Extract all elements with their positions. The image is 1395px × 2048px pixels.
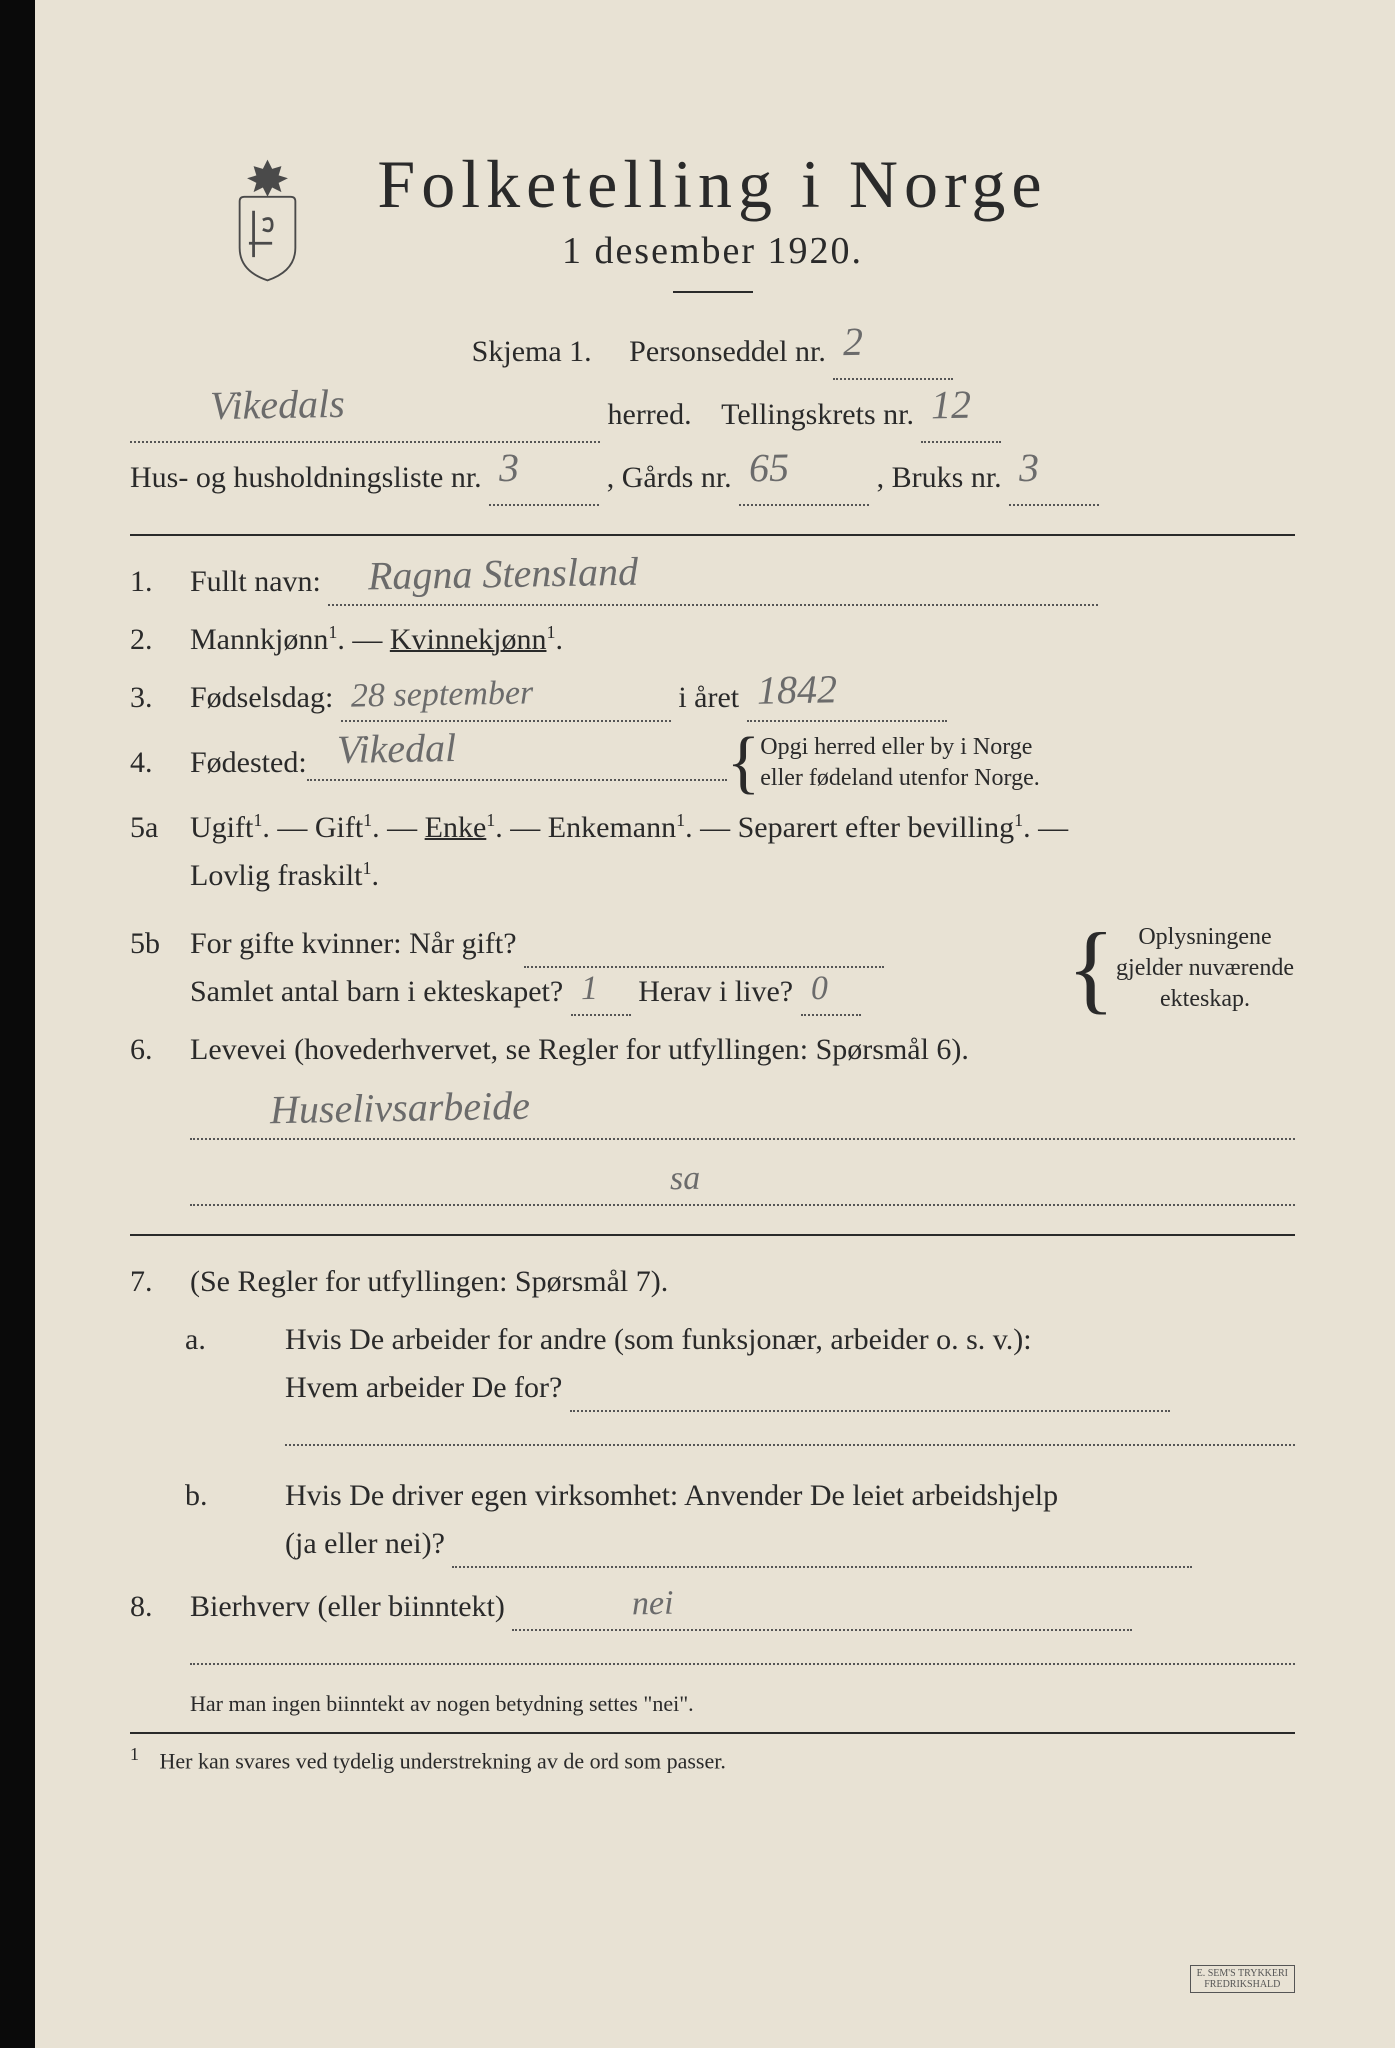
question-1: 1. Fullt navn: Ragna Stensland <box>130 558 1295 606</box>
herred-value: Vikedals <box>209 366 345 444</box>
blank-line <box>190 1661 1295 1665</box>
q8-value: nei <box>632 1577 674 1632</box>
meta-line-2: Vikedals herred. Tellingskrets nr. 12 <box>130 386 1295 443</box>
question-3: 3. Fødselsdag: 28 september i året 1842 <box>130 674 1295 722</box>
q1-num: 1. <box>130 565 190 599</box>
q5a-opt4: Enkemann <box>548 811 676 844</box>
herred-label: herred. <box>608 398 692 431</box>
section-divider-3 <box>130 1732 1295 1734</box>
footer-note: Har man ingen biinntekt av nogen betydni… <box>190 1691 1295 1717</box>
q7a-label: Hvis De arbeider for andre (som funksjon… <box>285 1323 1032 1356</box>
footnote-num: 1 <box>130 1744 139 1764</box>
blank-line <box>285 1442 1295 1446</box>
q5b-note-1: Oplysningene <box>1138 924 1271 950</box>
q8-label: Bierhverv (eller biinntekt) <box>190 1590 505 1623</box>
brace-icon: { <box>727 749 761 777</box>
q4-note-1: Opgi herred eller by i Norge <box>760 734 1032 760</box>
bruks-nr: 3 <box>1019 430 1040 506</box>
question-7: 7. (Se Regler for utfyllingen: Spørsmål … <box>130 1258 1295 1306</box>
question-8: 8. Bierhverv (eller biinntekt) nei <box>130 1583 1295 1673</box>
gards-nr: 65 <box>749 430 790 507</box>
q4-note: Opgi herred eller by i Norge eller fødel… <box>760 732 1039 794</box>
tellingskrets-nr: 12 <box>931 367 972 444</box>
q6-num: 6. <box>130 1033 190 1067</box>
q4-value: Vikedal <box>336 716 456 782</box>
q3-num: 3. <box>130 681 190 715</box>
section-divider-1 <box>130 534 1295 536</box>
q3-year-label: i året <box>678 681 739 714</box>
q7-num: 7. <box>130 1265 190 1299</box>
brace-icon: { <box>1067 948 1115 988</box>
bruks-label: , Bruks nr. <box>877 461 1002 494</box>
q5b-herav: 0 <box>810 962 828 1017</box>
q5b-herav-label: Herav i live? <box>638 975 793 1008</box>
question-7b: b. Hvis De driver egen virksomhet: Anven… <box>130 1472 1295 1568</box>
question-6: 6. Levevei (hovederhvervet, se Regler fo… <box>130 1026 1295 1206</box>
tellingskrets-label: Tellingskrets nr. <box>721 398 914 431</box>
q7b-label: Hvis De driver egen virksomhet: Anvender… <box>285 1479 1058 1512</box>
q2-opt-a: Mannkjønn <box>190 623 328 656</box>
q5b-note-3: ekteskap. <box>1160 986 1250 1012</box>
census-form-page: Folketelling i Norge 1 desember 1920. Sk… <box>0 0 1395 2048</box>
q6-value-1: Huselivsarbeide <box>269 1074 530 1143</box>
q1-label: Fullt navn: <box>190 565 321 598</box>
q5a-opt1: Ugift <box>190 811 253 844</box>
printer-line2: FREDRIKSHALD <box>1204 1979 1280 1990</box>
q5b-barn-label: Samlet antal barn i ekteskapet? <box>190 975 563 1008</box>
q5b-note: Oplysningene gjelder nuværende ekteskap. <box>1115 922 1295 1016</box>
q5a-opt5: Separert efter bevilling <box>738 811 1015 844</box>
husliste-nr: 3 <box>499 430 520 506</box>
q5b-note-2: gjelder nuværende <box>1116 955 1294 981</box>
q2-opt-b: Kvinnekjønn <box>390 623 547 656</box>
question-5b: 5b For gifte kvinner: Når gift? Samlet a… <box>130 920 1295 1016</box>
question-5a: 5a Ugift1. — Gift1. — Enke1. — Enkemann1… <box>130 804 1295 900</box>
q4-label: Fødested: <box>190 739 307 787</box>
q6-value-2: sa <box>670 1152 701 1207</box>
q1-value: Ragna Stensland <box>368 540 639 609</box>
header-divider <box>673 291 753 293</box>
q5a-opt6: Lovlig fraskilt <box>190 859 362 892</box>
q8-num: 8. <box>130 1590 190 1624</box>
husliste-label: Hus- og husholdningsliste nr. <box>130 461 482 494</box>
q3-day: 28 september <box>350 666 533 724</box>
q5a-opt2: Gift <box>315 811 363 844</box>
personseddel-nr: 2 <box>843 304 864 380</box>
q7b-num: b. <box>130 1479 285 1513</box>
section-divider-2 <box>130 1234 1295 1236</box>
question-4: 4. Fødested: Vikedal { Opgi herred eller… <box>130 732 1295 794</box>
q7b-sub: (ja eller nei)? <box>285 1527 445 1560</box>
q5a-opt3: Enke <box>425 811 487 844</box>
q5a-num: 5a <box>130 811 190 845</box>
norway-crest-icon <box>220 155 315 285</box>
q3-year: 1842 <box>756 657 837 722</box>
q6-label: Levevei (hovederhvervet, se Regler for u… <box>190 1033 969 1066</box>
skjema-label: Skjema 1. <box>472 335 592 368</box>
q3-label: Fødselsdag: <box>190 681 333 714</box>
q7-label: (Se Regler for utfyllingen: Spørsmål 7). <box>190 1265 668 1298</box>
gards-label: , Gårds nr. <box>607 461 732 494</box>
footnote-line: 1 Her kan svares ved tydelig understrekn… <box>130 1744 1295 1774</box>
scan-edge <box>0 0 35 2048</box>
question-2: 2. Mannkjønn1. — Kvinnekjønn1. <box>130 616 1295 664</box>
q7a-sub: Hvem arbeider De for? <box>285 1371 562 1404</box>
meta-line-3: Hus- og husholdningsliste nr. 3 , Gårds … <box>130 449 1295 506</box>
q7a-num: a. <box>130 1323 285 1357</box>
personseddel-label: Personseddel nr. <box>629 335 826 368</box>
q5b-num: 5b <box>130 927 190 961</box>
q2-num: 2. <box>130 623 190 657</box>
q4-num: 4. <box>130 746 190 780</box>
question-7a: a. Hvis De arbeider for andre (som funks… <box>130 1316 1295 1454</box>
printer-stamp: E. SEM'S TRYKKERI FREDRIKSHALD <box>1190 1965 1295 1993</box>
q5b-label: For gifte kvinner: Når gift? <box>190 927 517 960</box>
footnote-text: Her kan svares ved tydelig understreknin… <box>160 1749 726 1774</box>
printer-line1: E. SEM'S TRYKKERI <box>1197 1968 1288 1979</box>
q4-note-2: eller fødeland utenfor Norge. <box>760 765 1039 791</box>
q5b-barn: 1 <box>580 962 598 1017</box>
